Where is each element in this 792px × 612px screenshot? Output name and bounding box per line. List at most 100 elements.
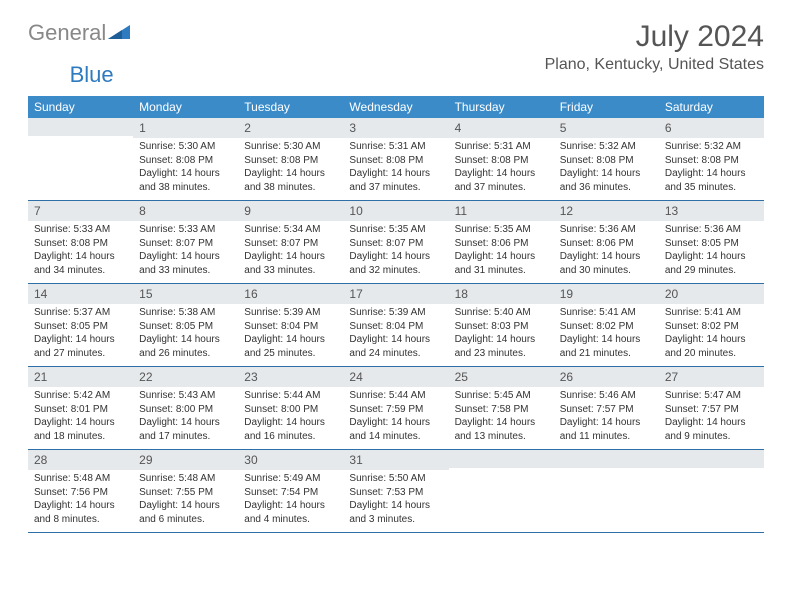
day-body [449,468,554,528]
daylight-line-2: and 8 minutes. [34,513,127,527]
daylight-line-2: and 37 minutes. [349,181,442,195]
daylight-line-2: and 4 minutes. [244,513,337,527]
sunrise-line: Sunrise: 5:33 AM [139,223,232,237]
day-number [28,118,133,136]
sunset-line: Sunset: 7:55 PM [139,486,232,500]
day-cell: 26Sunrise: 5:46 AMSunset: 7:57 PMDayligh… [554,367,659,449]
dow-thursday: Thursday [449,96,554,118]
day-number: 17 [343,284,448,304]
daylight-line-2: and 38 minutes. [244,181,337,195]
daylight-line-2: and 14 minutes. [349,430,442,444]
sunrise-line: Sunrise: 5:47 AM [665,389,758,403]
day-number: 23 [238,367,343,387]
day-body: Sunrise: 5:35 AMSunset: 8:06 PMDaylight:… [449,221,554,281]
daylight-line-2: and 36 minutes. [560,181,653,195]
sunset-line: Sunset: 8:08 PM [139,154,232,168]
daylight-line-1: Daylight: 14 hours [560,333,653,347]
sunset-line: Sunset: 8:00 PM [244,403,337,417]
sunset-line: Sunset: 8:07 PM [349,237,442,251]
day-cell: 27Sunrise: 5:47 AMSunset: 7:57 PMDayligh… [659,367,764,449]
dow-wednesday: Wednesday [343,96,448,118]
day-body [28,136,133,196]
day-body: Sunrise: 5:36 AMSunset: 8:05 PMDaylight:… [659,221,764,281]
day-number [449,450,554,468]
sunrise-line: Sunrise: 5:30 AM [244,140,337,154]
day-body: Sunrise: 5:30 AMSunset: 8:08 PMDaylight:… [238,138,343,198]
day-body: Sunrise: 5:39 AMSunset: 8:04 PMDaylight:… [238,304,343,364]
sunrise-line: Sunrise: 5:44 AM [244,389,337,403]
sunset-line: Sunset: 8:08 PM [34,237,127,251]
daylight-line-1: Daylight: 14 hours [349,250,442,264]
sunrise-line: Sunrise: 5:31 AM [349,140,442,154]
day-body: Sunrise: 5:39 AMSunset: 8:04 PMDaylight:… [343,304,448,364]
day-cell: 14Sunrise: 5:37 AMSunset: 8:05 PMDayligh… [28,284,133,366]
day-cell: 7 Sunrise: 5:33 AMSunset: 8:08 PMDaylight… [28,201,133,283]
daylight-line-2: and 34 minutes. [34,264,127,278]
day-number: 25 [449,367,554,387]
sunrise-line: Sunrise: 5:32 AM [560,140,653,154]
daylight-line-2: and 18 minutes. [34,430,127,444]
sunrise-line: Sunrise: 5:44 AM [349,389,442,403]
dow-friday: Friday [554,96,659,118]
sunset-line: Sunset: 8:02 PM [665,320,758,334]
day-number: 16 [238,284,343,304]
day-body: Sunrise: 5:36 AMSunset: 8:06 PMDaylight:… [554,221,659,281]
daylight-line-2: and 33 minutes. [139,264,232,278]
sunset-line: Sunset: 8:05 PM [139,320,232,334]
day-cell: 20Sunrise: 5:41 AMSunset: 8:02 PMDayligh… [659,284,764,366]
daylight-line-1: Daylight: 14 hours [455,333,548,347]
sunset-line: Sunset: 8:00 PM [139,403,232,417]
day-number: 10 [343,201,448,221]
day-cell: 10Sunrise: 5:35 AMSunset: 8:07 PMDayligh… [343,201,448,283]
sunset-line: Sunset: 8:01 PM [34,403,127,417]
daylight-line-1: Daylight: 14 hours [34,250,127,264]
day-number: 20 [659,284,764,304]
day-number [554,450,659,468]
day-body: Sunrise: 5:38 AMSunset: 8:05 PMDaylight:… [133,304,238,364]
day-number: 27 [659,367,764,387]
brand-part2: Blue [70,62,114,88]
day-cell: 5Sunrise: 5:32 AMSunset: 8:08 PMDaylight… [554,118,659,200]
daylight-line-1: Daylight: 14 hours [665,167,758,181]
sunset-line: Sunset: 8:08 PM [560,154,653,168]
sunrise-line: Sunrise: 5:49 AM [244,472,337,486]
sunrise-line: Sunrise: 5:37 AM [34,306,127,320]
daylight-line-2: and 23 minutes. [455,347,548,361]
day-body: Sunrise: 5:44 AMSunset: 7:59 PMDaylight:… [343,387,448,447]
daylight-line-1: Daylight: 14 hours [349,416,442,430]
day-body: Sunrise: 5:43 AMSunset: 8:00 PMDaylight:… [133,387,238,447]
day-number: 8 [133,201,238,221]
day-number: 7 [28,201,133,221]
day-body: Sunrise: 5:49 AMSunset: 7:54 PMDaylight:… [238,470,343,530]
day-body: Sunrise: 5:41 AMSunset: 8:02 PMDaylight:… [554,304,659,364]
day-number: 1 [133,118,238,138]
daylight-line-1: Daylight: 14 hours [349,499,442,513]
sunrise-line: Sunrise: 5:46 AM [560,389,653,403]
dow-tuesday: Tuesday [238,96,343,118]
sunrise-line: Sunrise: 5:33 AM [34,223,127,237]
sunset-line: Sunset: 8:05 PM [665,237,758,251]
sunrise-line: Sunrise: 5:30 AM [139,140,232,154]
day-number: 29 [133,450,238,470]
day-number: 26 [554,367,659,387]
day-number [659,450,764,468]
sunset-line: Sunset: 8:04 PM [244,320,337,334]
sunset-line: Sunset: 8:08 PM [244,154,337,168]
day-number: 30 [238,450,343,470]
sunrise-line: Sunrise: 5:31 AM [455,140,548,154]
week-row: 21Sunrise: 5:42 AMSunset: 8:01 PMDayligh… [28,367,764,450]
day-cell: 6Sunrise: 5:32 AMSunset: 8:08 PMDaylight… [659,118,764,200]
day-cell: 22Sunrise: 5:43 AMSunset: 8:00 PMDayligh… [133,367,238,449]
location-line: Plano, Kentucky, United States [545,56,764,74]
day-body: Sunrise: 5:35 AMSunset: 8:07 PMDaylight:… [343,221,448,281]
day-body: Sunrise: 5:50 AMSunset: 7:53 PMDaylight:… [343,470,448,530]
sunrise-line: Sunrise: 5:32 AM [665,140,758,154]
weeks-container: 1Sunrise: 5:30 AMSunset: 8:08 PMDaylight… [28,118,764,533]
daylight-line-1: Daylight: 14 hours [560,167,653,181]
day-body: Sunrise: 5:48 AMSunset: 7:56 PMDaylight:… [28,470,133,530]
daylight-line-2: and 20 minutes. [665,347,758,361]
sunset-line: Sunset: 8:03 PM [455,320,548,334]
day-cell: 2Sunrise: 5:30 AMSunset: 8:08 PMDaylight… [238,118,343,200]
daylight-line-1: Daylight: 14 hours [34,333,127,347]
sunset-line: Sunset: 7:57 PM [665,403,758,417]
